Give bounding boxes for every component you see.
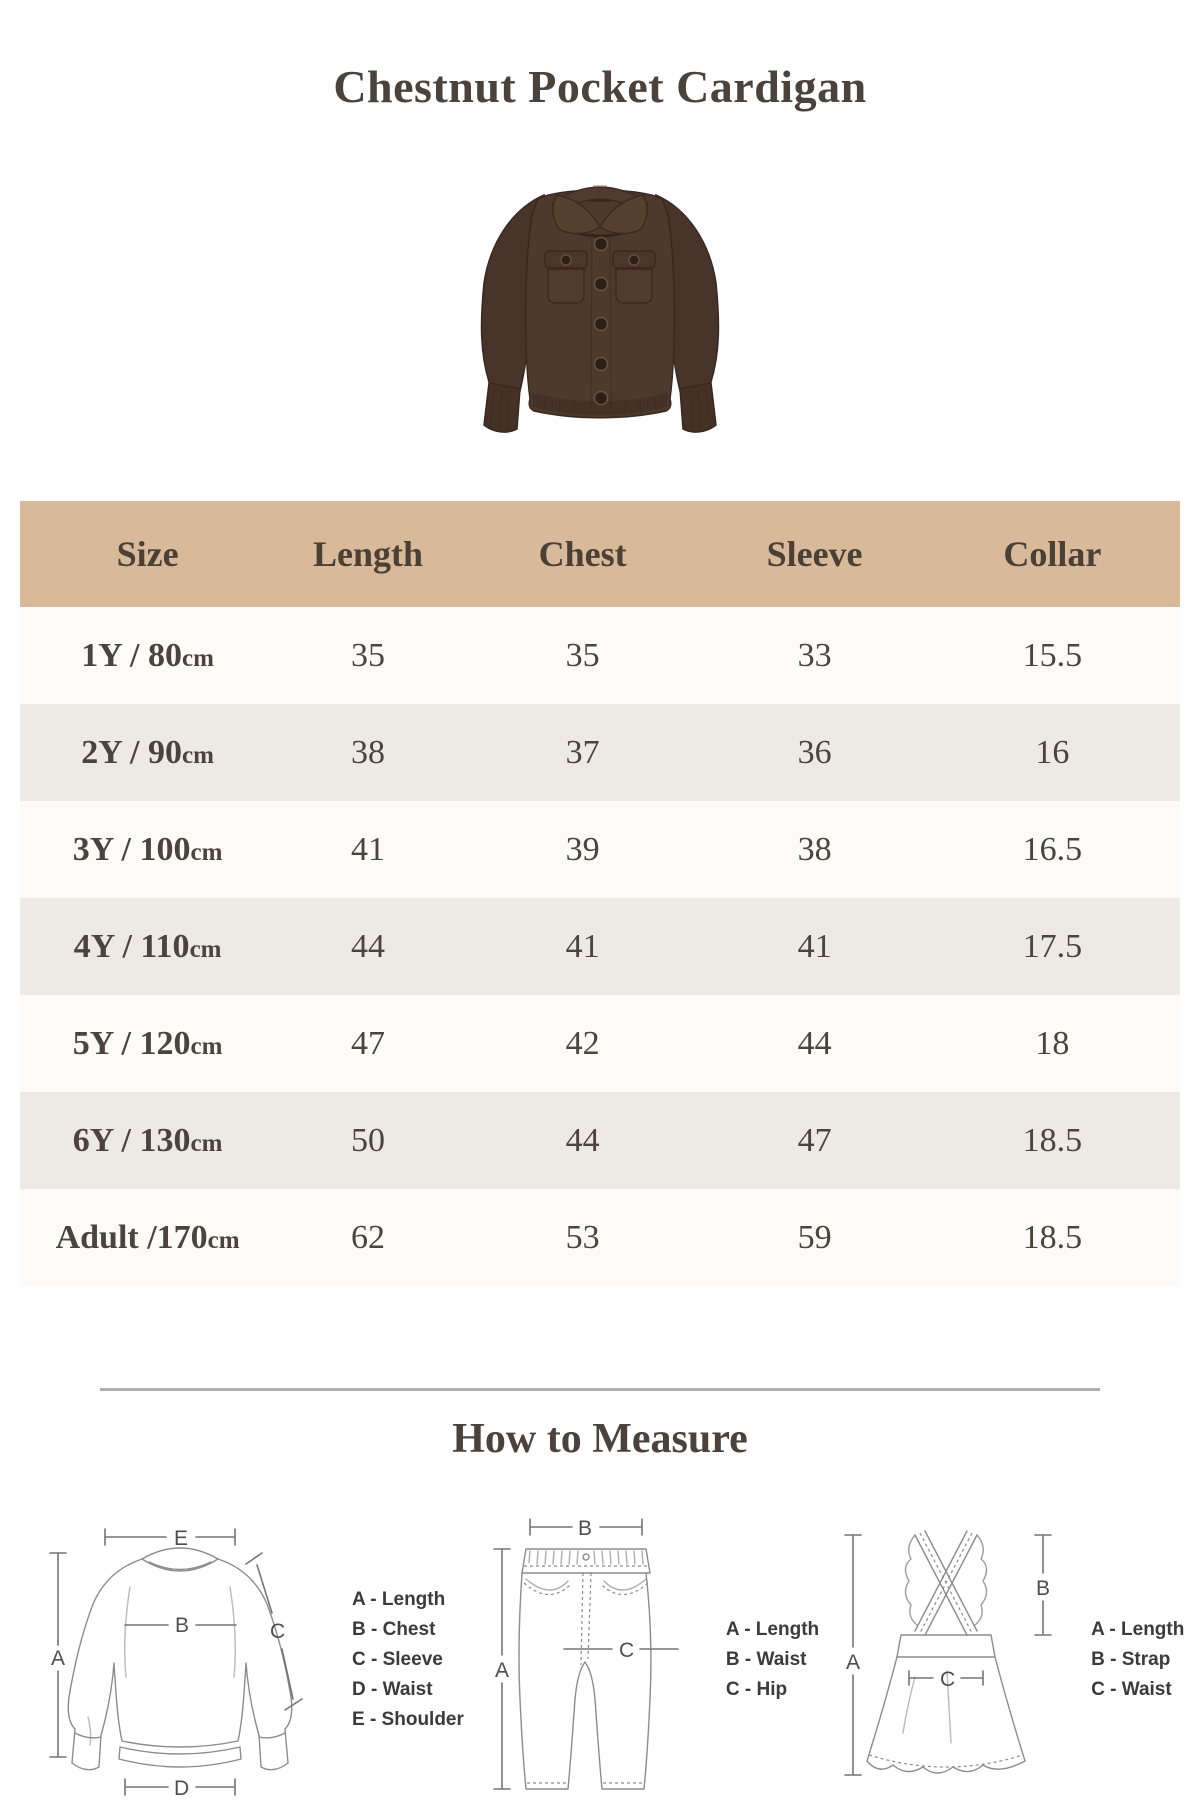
legend-item: A - Length [352,1588,446,1610]
column-header-size: Size [20,501,276,607]
svg-text:B: B [1036,1577,1050,1600]
length-value: 35 [350,636,385,674]
column-header-length: Length [275,501,461,607]
table-row: 4Y / 110cm 44 41 41 17.5 [20,898,1180,995]
svg-text:E: E [174,1527,188,1550]
collar-value: 16 [1035,733,1070,771]
sleeve-value: 36 [797,733,832,771]
chest-value: 35 [565,636,600,674]
measure-diagram-skirt: A B C A - Length B - Strap C - Waist [819,1507,1184,1812]
legend-item: B - Waist [725,1648,807,1670]
legend-item: B - Strap [1091,1648,1171,1670]
svg-text:C: C [940,1668,955,1691]
collar-value: 16.5 [1022,830,1083,868]
sleeve-value: 59 [797,1218,832,1256]
collar-value: 18.5 [1022,1121,1083,1159]
length-value: 50 [350,1121,385,1159]
svg-text:A: A [846,1651,860,1674]
svg-text:A: A [51,1647,65,1670]
legend-item: B - Chest [352,1618,436,1640]
sleeve-value: 44 [797,1024,832,1062]
collar-value: 15.5 [1022,636,1083,674]
collar-value: 18 [1035,1024,1070,1062]
svg-text:D: D [174,1777,189,1800]
size-label: 6Y / 130cm [72,1121,223,1159]
size-chart-table: Size Length Chest Sleeve Collar 1Y / 80c… [20,501,1180,1286]
right-pocket [612,250,656,304]
chest-value: 44 [565,1121,600,1159]
chest-value: 53 [565,1218,600,1256]
sweater-line-drawing: E A B C D [49,1527,303,1800]
table-row: Adult /170cm 62 53 59 18.5 [20,1189,1180,1286]
measure-diagram-top: E A B C D A - Length B - Chest C - Sleev… [30,1507,464,1812]
legend-top: A - Length B - Chest C - Sleeve D - Wais… [330,1585,464,1735]
chest-value: 42 [565,1024,600,1062]
length-value: 38 [350,733,385,771]
svg-text:A: A [495,1659,509,1682]
svg-text:C: C [270,1620,285,1643]
length-value: 41 [350,830,385,868]
legend-item: C - Hip [725,1678,788,1700]
cardigan-image [480,185,720,433]
measure-diagram-pants: B A C A - Length B - Waist C - Hip [464,1507,819,1812]
table-row: 1Y / 80cm 35 35 33 15.5 [20,607,1180,704]
cardigan-buttons [593,236,609,406]
collar-value: 18.5 [1022,1218,1083,1256]
sleeve-value: 38 [797,830,832,868]
size-chart-header-row: Size Length Chest Sleeve Collar [20,501,1180,607]
svg-text:B: B [578,1517,592,1540]
column-header-collar: Collar [924,501,1180,607]
legend-skirt: A - Length B - Strap C - Waist [1069,1615,1184,1705]
skirt-line-drawing: A B C [844,1530,1052,1776]
table-row: 6Y / 130cm 50 44 47 18.5 [20,1092,1180,1189]
pants-line-drawing: B A C [493,1517,679,1790]
size-label: Adult /170cm [55,1218,240,1256]
measure-section-title: How to Measure [452,1416,748,1462]
length-value: 47 [350,1024,385,1062]
chest-value: 39 [565,830,600,868]
sleeve-value: 33 [797,636,832,674]
size-label: 1Y / 80cm [81,636,214,674]
sleeve-value: 41 [797,927,832,965]
product-photo [0,143,1200,445]
chest-value: 41 [565,927,600,965]
table-row: 5Y / 120cm 47 42 44 18 [20,995,1180,1092]
length-value: 44 [350,927,385,965]
svg-text:C: C [619,1639,634,1662]
size-label: 3Y / 100cm [72,830,223,868]
legend-item: A - Length [725,1618,820,1640]
legend-pants: A - Length B - Waist C - Hip [704,1615,819,1705]
legend-item: C - Sleeve [352,1648,443,1670]
size-label: 4Y / 110cm [73,927,222,965]
section-divider [100,1388,1100,1391]
collar-value: 17.5 [1022,927,1083,965]
measure-diagrams: E A B C D A - Length B - Chest C - Sleev… [0,1507,1200,1812]
column-header-chest: Chest [460,501,705,607]
svg-text:B: B [175,1614,189,1637]
chest-value: 37 [565,733,600,771]
legend-item: C - Waist [1091,1678,1172,1700]
size-label: 5Y / 120cm [72,1024,223,1062]
left-pocket [544,250,588,304]
table-row: 3Y / 100cm 41 39 38 16.5 [20,801,1180,898]
legend-item: D - Waist [352,1678,433,1700]
page-title: Chestnut Pocket Cardigan [333,61,867,112]
table-row: 2Y / 90cm 38 37 36 16 [20,704,1180,801]
column-header-sleeve: Sleeve [704,501,925,607]
length-value: 62 [350,1218,385,1256]
legend-item: A - Length [1091,1618,1185,1640]
size-label: 2Y / 90cm [81,733,214,771]
legend-item: E - Shoulder [352,1708,464,1730]
sleeve-value: 47 [797,1121,832,1159]
